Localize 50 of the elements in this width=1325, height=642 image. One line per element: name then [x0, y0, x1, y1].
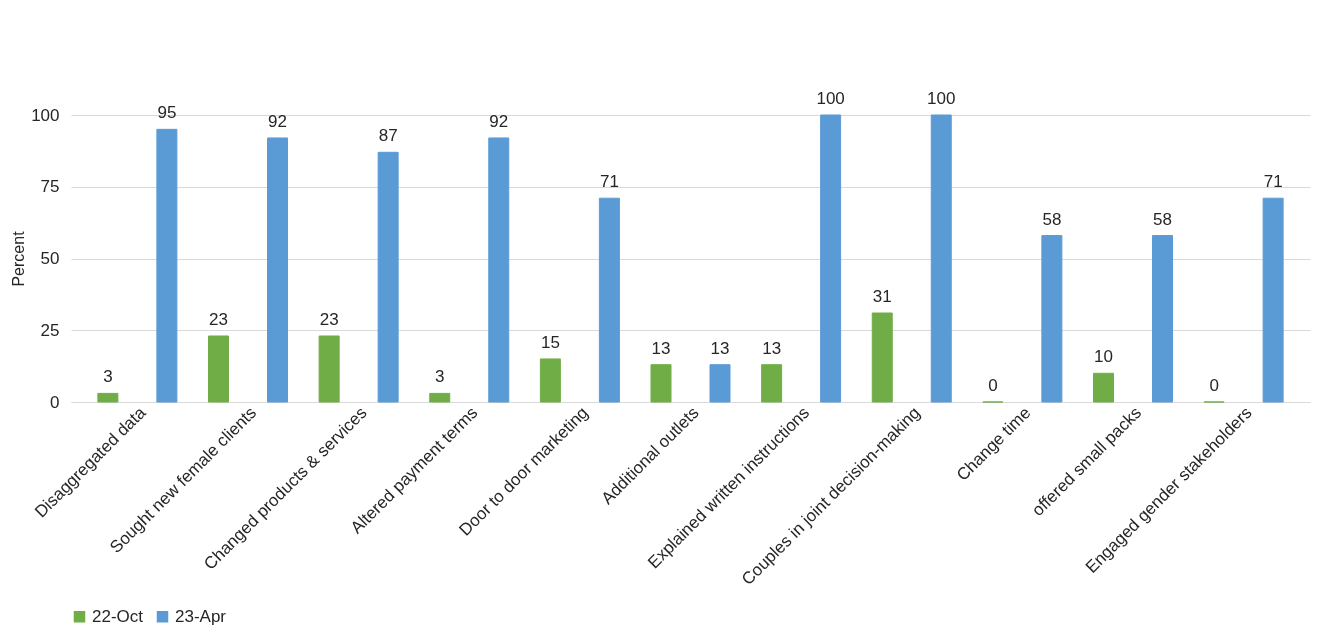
data-label: 0 [988, 376, 998, 395]
data-label: 92 [268, 111, 287, 131]
bar [208, 335, 229, 403]
data-label: 15 [540, 332, 560, 352]
legend-label: 22-Oct [92, 606, 144, 626]
y-tick-label: 25 [40, 320, 60, 340]
data-label: 10 [1094, 347, 1113, 367]
bar [429, 392, 451, 403]
bar [267, 137, 288, 403]
data-label: 0 [1209, 376, 1219, 395]
bar [539, 358, 561, 403]
data-label: 71 [599, 172, 619, 192]
data-label: 13 [651, 338, 671, 358]
bar [871, 312, 893, 403]
bar [156, 128, 178, 403]
bar [820, 114, 842, 403]
bar [377, 151, 399, 403]
data-label: 58 [1153, 209, 1172, 229]
data-label: 13 [762, 338, 782, 358]
bar [1152, 235, 1173, 403]
data-label: 58 [1042, 209, 1062, 229]
bar [761, 364, 783, 403]
bar [318, 335, 340, 403]
data-label: 95 [157, 103, 177, 123]
y-tick-label: 100 [31, 105, 60, 125]
data-label: 3 [103, 367, 113, 387]
bar [1262, 197, 1284, 403]
bar [97, 392, 119, 403]
data-label: 3 [435, 367, 445, 387]
bar [1093, 372, 1114, 403]
y-tick-label: 50 [40, 249, 60, 268]
bar [1041, 235, 1063, 403]
data-label: 31 [872, 287, 892, 307]
y-tick-label: 75 [40, 177, 60, 197]
bar [650, 364, 672, 403]
bar [930, 114, 952, 403]
bar [598, 197, 620, 403]
data-label: 100 [816, 89, 845, 108]
data-label: 92 [489, 111, 509, 131]
legend-label: 23-Apr [175, 606, 227, 626]
data-label: 100 [927, 89, 956, 108]
bar [488, 137, 510, 403]
y-tick-label: 0 [50, 392, 60, 412]
bar [709, 364, 731, 403]
data-label: 23 [209, 309, 228, 329]
data-label: 13 [710, 338, 730, 358]
data-label: 71 [1263, 172, 1283, 192]
y-axis-title: Percent [10, 230, 28, 287]
data-label: 87 [378, 126, 398, 146]
data-label: 23 [319, 309, 339, 329]
